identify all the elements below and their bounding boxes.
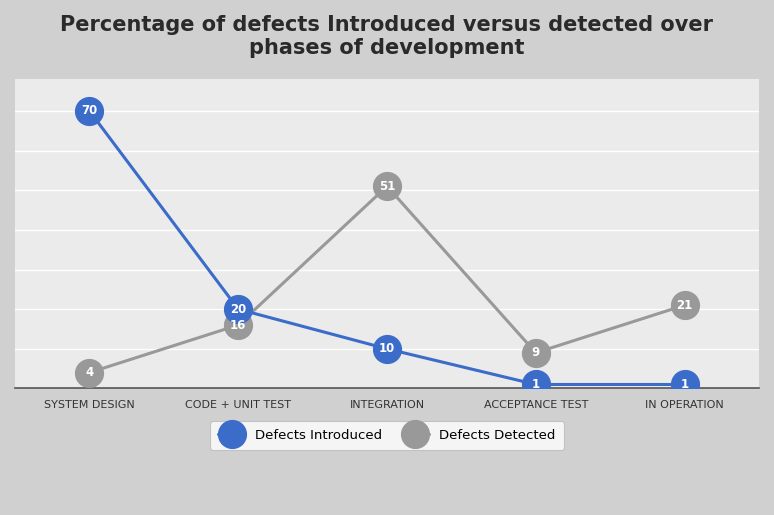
Text: 10: 10 bbox=[379, 342, 395, 355]
Defects Detected bbox=[85, 369, 94, 375]
Text: 20: 20 bbox=[230, 303, 246, 316]
Defects Detected bbox=[382, 183, 392, 190]
Defects Detected bbox=[531, 350, 540, 356]
Defects Introduced bbox=[382, 346, 392, 352]
Text: 1: 1 bbox=[532, 378, 539, 391]
Text: 4: 4 bbox=[85, 366, 94, 379]
Defects Introduced bbox=[234, 306, 243, 312]
Title: Percentage of defects Introduced versus detected over
phases of development: Percentage of defects Introduced versus … bbox=[60, 15, 714, 58]
Defects Introduced bbox=[531, 382, 540, 388]
Text: 16: 16 bbox=[230, 318, 246, 332]
Text: 70: 70 bbox=[81, 105, 98, 117]
Defects Introduced bbox=[85, 108, 94, 114]
Text: 21: 21 bbox=[676, 299, 693, 312]
Defects Detected bbox=[234, 322, 243, 328]
Defects Introduced bbox=[680, 382, 689, 388]
Line: Defects Introduced: Defects Introduced bbox=[76, 97, 698, 399]
Defects Detected bbox=[680, 302, 689, 308]
Line: Defects Detected: Defects Detected bbox=[76, 173, 698, 386]
Legend: Defects Introduced, Defects Detected: Defects Introduced, Defects Detected bbox=[211, 421, 563, 450]
Text: 51: 51 bbox=[378, 180, 396, 193]
Text: 1: 1 bbox=[680, 378, 689, 391]
Text: 9: 9 bbox=[532, 346, 540, 359]
